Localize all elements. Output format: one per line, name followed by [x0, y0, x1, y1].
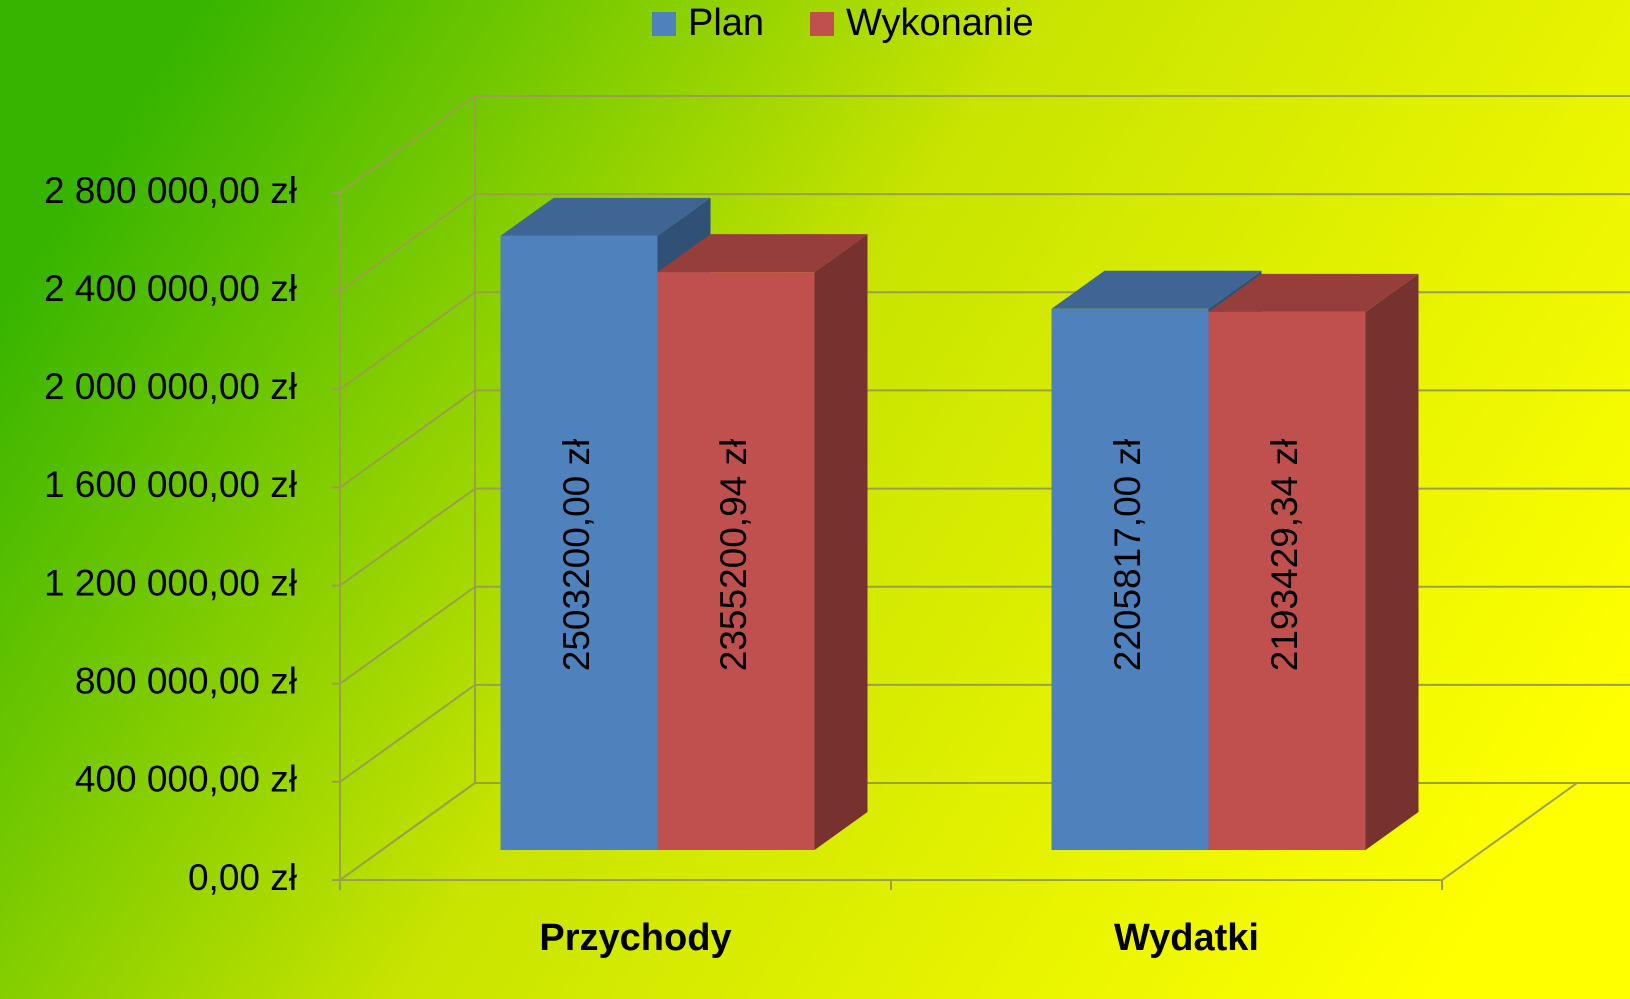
legend-swatch — [652, 12, 676, 36]
bar-top — [657, 234, 868, 273]
y-tick-label: 2 400 000,00 zł — [44, 268, 297, 309]
legend-swatch — [810, 12, 834, 36]
bar-top — [1051, 270, 1262, 309]
y-tick-label: 800 000,00 zł — [75, 660, 297, 701]
bar-top — [500, 197, 711, 236]
bar-front — [1208, 311, 1366, 851]
labels: 0,00 zł 400 000,00 zł 800 000,00 zł 1 200 0… — [44, 2, 1305, 959]
data-label: 2355200,94 zł — [713, 439, 754, 671]
grid-line — [339, 95, 1630, 194]
y-tick-label: 2 000 000,00 zł — [44, 366, 297, 407]
x-tick-label: Wydatki — [1114, 917, 1259, 959]
bar-side — [814, 234, 868, 850]
floor-edge — [1441, 782, 1578, 881]
legend-label: Plan — [688, 2, 764, 44]
bar — [1208, 273, 1419, 851]
y-tick-label: 400 000,00 zł — [75, 759, 297, 800]
y-tick-label: 1 200 000,00 zł — [44, 562, 297, 603]
bar-front — [500, 235, 658, 850]
bar-top — [1208, 273, 1419, 312]
y-tick-label: 2 800 000,00 zł — [44, 170, 297, 211]
grid-line — [339, 193, 1630, 292]
data-label: 2205817,00 zł — [1107, 439, 1148, 671]
data-label: 2503200,00 zł — [556, 439, 597, 671]
legend-label: Wykonanie — [846, 2, 1034, 44]
bar-front — [657, 272, 815, 850]
data-label: 2193429,34 zł — [1264, 439, 1305, 671]
bar-side — [1365, 273, 1419, 851]
y-tick-label: 0,00 zł — [188, 857, 297, 898]
bar — [500, 197, 711, 850]
bars — [500, 197, 1419, 851]
x-tick-label: Przychody — [539, 917, 731, 959]
bar-front — [1051, 308, 1209, 850]
legend: Plan Wykonanie — [652, 2, 1034, 44]
y-tick-label: 1 600 000,00 zł — [44, 464, 297, 505]
bar — [657, 234, 868, 850]
